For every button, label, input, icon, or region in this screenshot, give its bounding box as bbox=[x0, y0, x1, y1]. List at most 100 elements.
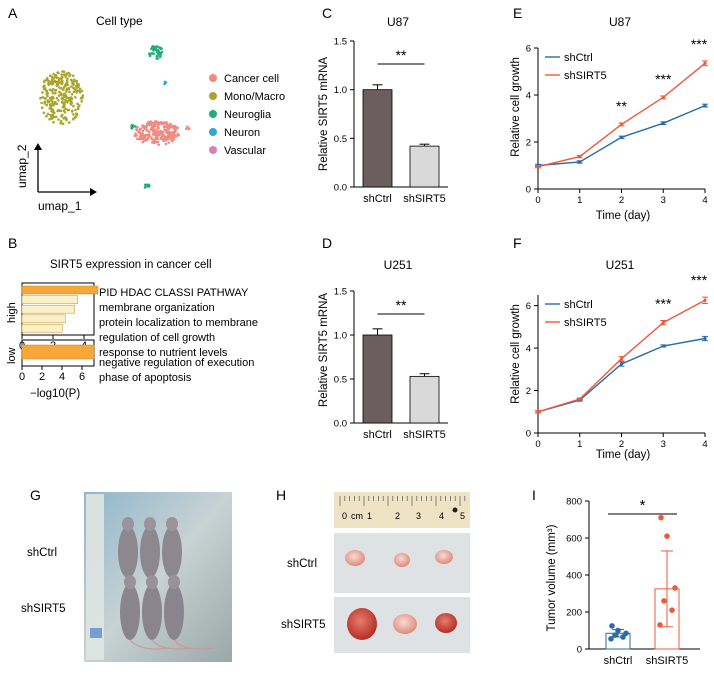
growth-u87-legend-label: shSIRT5 bbox=[564, 70, 607, 82]
mrna-u87-y-tick-label: 1.0 bbox=[334, 85, 347, 96]
growth-u87-point bbox=[619, 122, 624, 126]
mrna-u87-x-label: shCtrl bbox=[363, 193, 392, 205]
growth-u87-x-tick-label: 0 bbox=[535, 195, 540, 206]
umap-point bbox=[51, 100, 54, 103]
legend-label-neuroglia: Neuroglia bbox=[224, 109, 272, 121]
mouse-sirt5-head bbox=[168, 575, 180, 589]
mrna-u87-significance: ** bbox=[396, 47, 407, 63]
tumor-volume-point bbox=[615, 627, 621, 634]
umap-point bbox=[72, 90, 76, 93]
tumor-volume-y-tick-label: 0 bbox=[577, 645, 582, 656]
tumor-volume-ylabel: Tumor volume (mm³) bbox=[546, 524, 558, 631]
umap-point bbox=[73, 87, 76, 90]
umap-point bbox=[165, 128, 168, 132]
umap-point bbox=[163, 80, 167, 84]
umap-point bbox=[148, 54, 152, 57]
mrna-u87-y-tick-label: 0.0 bbox=[334, 183, 347, 194]
growth-u87-x-tick-label: 3 bbox=[661, 195, 666, 206]
umap-point bbox=[150, 136, 153, 139]
umap-point bbox=[142, 124, 145, 128]
growth-u251-point bbox=[536, 410, 540, 414]
legend-dot-neuron bbox=[209, 128, 217, 136]
umap-point bbox=[81, 94, 85, 97]
umap-point bbox=[70, 92, 74, 96]
mrna-u87-chart: U87 Relative SIRT5 mRNA 0.0 0.5 1.0 1.5 shCt… bbox=[318, 15, 448, 205]
umap-point bbox=[158, 55, 162, 59]
umap-point bbox=[156, 134, 159, 137]
legend-dot-mono bbox=[209, 92, 217, 100]
umap-point bbox=[144, 133, 147, 137]
umap-point bbox=[72, 78, 76, 82]
umap-ylabel: umap_2 bbox=[15, 144, 29, 188]
tumor-sirt5-3 bbox=[435, 613, 457, 633]
umap-point bbox=[139, 133, 142, 136]
tumor-volume-y-tick-label: 400 bbox=[566, 571, 582, 582]
umap-point bbox=[71, 117, 75, 121]
growth-u87-point bbox=[619, 135, 624, 139]
growth-u251-legend-label: shSIRT5 bbox=[564, 317, 607, 329]
umap-point bbox=[63, 73, 66, 77]
growth-u87-significance: *** bbox=[691, 36, 708, 52]
growth-u251-significance: *** bbox=[655, 295, 672, 311]
umap-point bbox=[138, 128, 142, 132]
umap-point bbox=[74, 96, 77, 99]
umap-point bbox=[65, 73, 68, 76]
panel-letter-c: C bbox=[322, 5, 332, 21]
mrna-u251-y-tick-label: 0.5 bbox=[334, 375, 347, 386]
mice-ruler bbox=[86, 494, 104, 660]
ruler-marker bbox=[90, 628, 102, 638]
umap-point bbox=[147, 120, 151, 124]
growth-u87-ylabel: Relative cell growth bbox=[510, 57, 522, 157]
umap-point bbox=[46, 112, 50, 116]
umap-point bbox=[147, 185, 151, 188]
umap-point bbox=[60, 114, 63, 118]
umap-point bbox=[70, 85, 73, 88]
umap-point bbox=[46, 99, 49, 102]
mouse-ctrl-head bbox=[144, 517, 156, 531]
umap-point bbox=[56, 81, 60, 85]
umap-points bbox=[39, 45, 191, 189]
go-bar bbox=[21, 324, 63, 333]
umap-point bbox=[154, 45, 157, 49]
umap-point bbox=[141, 129, 145, 133]
tumor-volume-point bbox=[623, 630, 629, 637]
umap-point bbox=[61, 96, 64, 100]
umap-point bbox=[145, 125, 148, 128]
mouse-ctrl-head bbox=[122, 517, 134, 531]
mrna-u87-ylabel: Relative SIRT5 mRNA bbox=[318, 57, 330, 172]
umap-point bbox=[72, 104, 75, 108]
mrna-u251-x-label: shCtrl bbox=[363, 429, 392, 441]
umap-point bbox=[51, 109, 55, 112]
umap-point bbox=[163, 128, 166, 132]
umap-point bbox=[130, 124, 134, 127]
mouse-sirt5-body bbox=[164, 584, 184, 640]
mouse-ctrl-body bbox=[162, 526, 182, 578]
umap-point bbox=[67, 71, 70, 75]
umap-point bbox=[45, 78, 49, 82]
ruler-label-3: 3 bbox=[416, 511, 421, 521]
mrna-u251-ylabel: Relative SIRT5 mRNA bbox=[318, 293, 330, 408]
umap-point bbox=[154, 120, 157, 124]
panel-letter-f: F bbox=[513, 235, 522, 251]
umap-point bbox=[48, 88, 52, 91]
umap-point bbox=[76, 105, 80, 109]
umap-point bbox=[50, 78, 54, 81]
umap-point bbox=[62, 109, 66, 112]
growth-u87-point bbox=[661, 121, 665, 125]
umap-point bbox=[50, 89, 54, 93]
umap-point bbox=[166, 125, 169, 129]
growth-u251-title: U251 bbox=[606, 258, 635, 272]
umap-point bbox=[151, 126, 154, 130]
umap-point bbox=[141, 132, 144, 135]
mouse-ctrl-body bbox=[140, 526, 160, 578]
panel-letter-h: H bbox=[276, 487, 286, 503]
umap-point bbox=[46, 94, 49, 98]
umap-point bbox=[141, 137, 145, 141]
umap-point bbox=[59, 109, 63, 113]
umap-point bbox=[187, 127, 191, 131]
growth-u87-point bbox=[578, 160, 582, 164]
growth-u251-chart: U251 Relative cell growth Time (day) 0 2 4… bbox=[510, 258, 708, 461]
growth-u87-x-tick-label: 2 bbox=[619, 195, 624, 206]
umap-point bbox=[61, 105, 65, 109]
tumor-volume-point bbox=[672, 585, 678, 591]
